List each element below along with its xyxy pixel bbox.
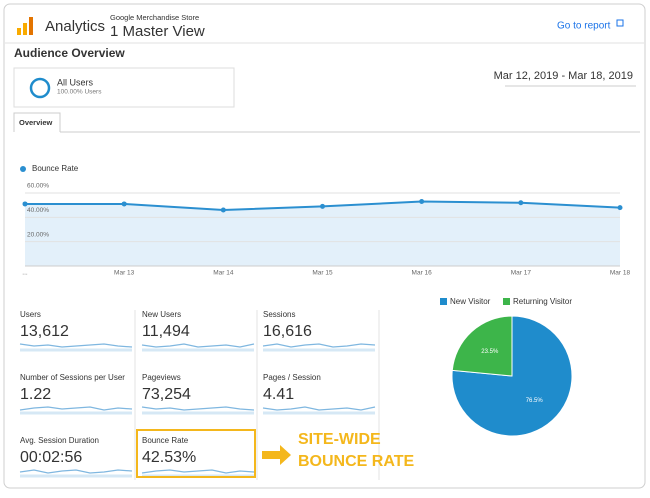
metric-label: Avg. Session Duration: [20, 436, 99, 445]
segment-name: All Users: [57, 77, 94, 87]
metric-value: 00:02:56: [20, 449, 82, 466]
y-tick-label: 60.00%: [27, 183, 49, 190]
annotation-text: SITE-WIDE: [298, 431, 381, 448]
date-range[interactable]: Mar 12, 2019 - Mar 18, 2019: [494, 70, 633, 82]
metric-label: Bounce Rate: [142, 436, 189, 445]
view-name[interactable]: 1 Master View: [110, 23, 205, 40]
property-name[interactable]: Google Merchandise Store: [110, 13, 199, 22]
x-tick-label: Mar 16: [412, 270, 433, 277]
x-tick-label: Mar 15: [312, 270, 333, 277]
metric-label: Pageviews: [142, 373, 181, 382]
legend-label: New Visitor: [450, 297, 491, 306]
sparkline: [19, 343, 133, 348]
sparkline: [262, 406, 376, 411]
legend-marker: [20, 166, 26, 172]
segment-icon: [29, 77, 51, 99]
point: [121, 201, 127, 207]
metric-label: Number of Sessions per User: [20, 373, 125, 382]
slice-label: 23.5%: [481, 349, 499, 355]
metric-label: Sessions: [263, 310, 295, 319]
metric-label: Pages / Session: [263, 373, 321, 382]
sparkline: [19, 469, 133, 474]
tab-label[interactable]: Overview: [19, 118, 53, 127]
annotation-text: BOUNCE RATE: [298, 453, 414, 470]
slice-label: 76.5%: [526, 398, 544, 404]
point: [320, 203, 325, 209]
segment-share: 100.00% Users: [57, 89, 102, 96]
sparkline: [141, 406, 255, 411]
product-name: Analytics: [45, 18, 105, 35]
sparkline: [141, 343, 255, 348]
x-tick-label: Mar 18: [610, 270, 631, 277]
metric-value: 73,254: [142, 386, 191, 403]
y-tick-label: 40.00%: [27, 207, 49, 214]
annotation-arrow: [262, 445, 291, 465]
pie-slice: [451, 315, 513, 377]
logo: [17, 17, 33, 35]
point: [419, 199, 425, 205]
y-tick-label: 20.00%: [27, 231, 49, 238]
tab-box[interactable]: [13, 112, 61, 132]
highlight-box: [136, 429, 256, 478]
segment-box[interactable]: [13, 67, 235, 108]
sparkline: [262, 343, 376, 348]
external-icon: [616, 19, 624, 27]
point: [22, 201, 28, 207]
point: [617, 205, 623, 211]
go-to-report[interactable]: Go to report: [557, 21, 611, 32]
legend-marker: [440, 298, 447, 305]
x-tick-label: Mar 14: [213, 270, 234, 277]
metric-value: 4.41: [263, 386, 294, 403]
metric-value: 16,616: [263, 323, 312, 340]
point: [220, 207, 226, 213]
metrics: Users 13,612 New Users 11,494 Sessions 16,616…: [19, 310, 380, 480]
metric-value: 42.53%: [142, 449, 196, 466]
pie-slice: [451, 315, 573, 437]
legend-label: Bounce Rate: [32, 164, 79, 173]
metric-label: Users: [20, 310, 41, 319]
x-tick-label: Mar 17: [511, 270, 532, 277]
x-tick-label: ...: [22, 270, 28, 277]
page-title: Audience Overview: [14, 46, 125, 60]
legend-marker: [503, 298, 510, 305]
metric-value: 1.22: [20, 386, 51, 403]
metric-label: New Users: [142, 310, 181, 319]
sparkline: [19, 406, 133, 411]
metric-value: 13,612: [20, 323, 69, 340]
legend-label: Returning Visitor: [513, 297, 572, 306]
point: [518, 200, 524, 206]
metric-value: 11,494: [142, 323, 190, 340]
x-tick-label: Mar 13: [114, 270, 135, 277]
area-fill: [25, 201, 620, 266]
sparkline: [141, 469, 255, 474]
